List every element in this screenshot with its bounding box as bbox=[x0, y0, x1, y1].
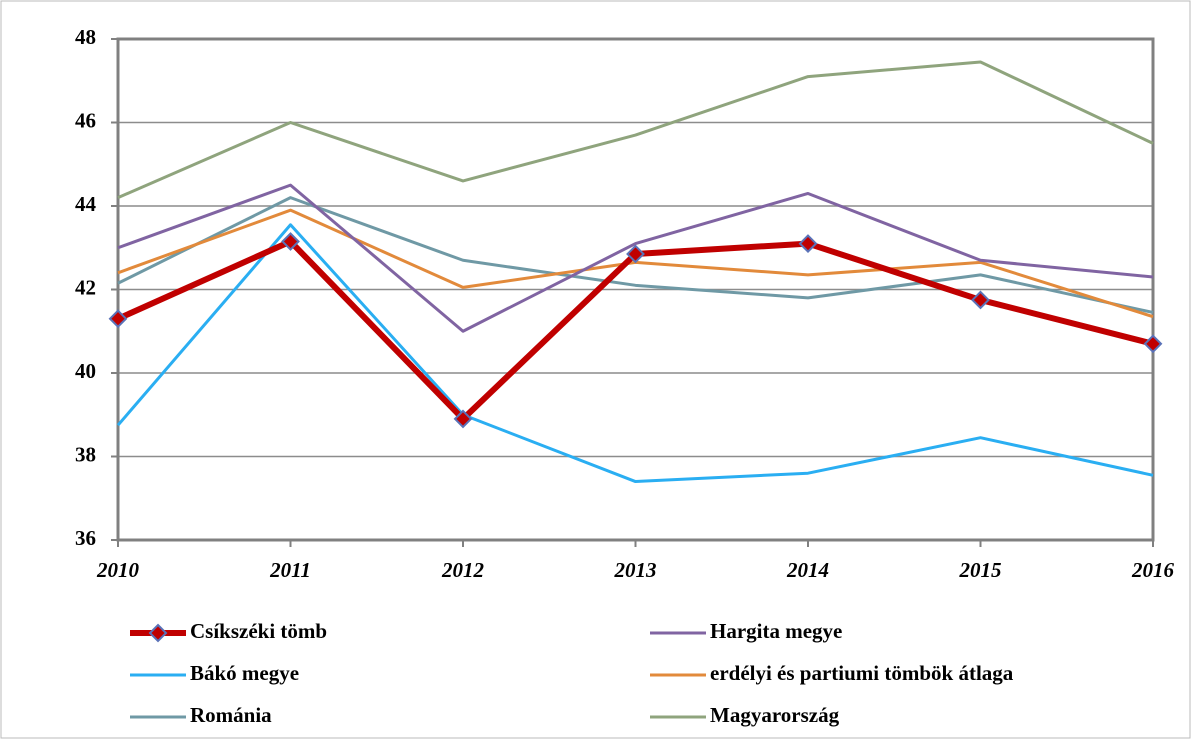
x-tick-label: 2013 bbox=[614, 558, 657, 582]
legend-marker bbox=[148, 623, 168, 643]
y-tick-label: 46 bbox=[75, 108, 96, 132]
y-tick-label: 40 bbox=[75, 359, 96, 383]
x-tick-label: 2012 bbox=[441, 558, 485, 582]
legend-label: Románia bbox=[190, 703, 272, 727]
legend-label: Bákó megye bbox=[190, 661, 299, 685]
x-tick-label: 2010 bbox=[96, 558, 140, 582]
legend-label: Magyarország bbox=[710, 703, 840, 727]
y-tick-label: 48 bbox=[75, 25, 96, 49]
x-tick-label: 2011 bbox=[269, 558, 311, 582]
marker bbox=[108, 309, 128, 329]
y-tick-label: 38 bbox=[75, 442, 96, 466]
y-tick-label: 44 bbox=[75, 192, 97, 216]
series-line bbox=[117, 196, 1154, 314]
marker bbox=[1143, 334, 1163, 354]
series-line bbox=[117, 183, 1154, 333]
x-tick-label: 2016 bbox=[1131, 558, 1175, 582]
marker bbox=[798, 234, 818, 253]
legend-label: erdélyi és partiumi tömbök átlaga bbox=[710, 661, 1014, 685]
legend-label: Hargita megye bbox=[710, 619, 842, 643]
marker bbox=[453, 409, 473, 429]
series-line bbox=[116, 223, 1154, 484]
y-tick-label: 42 bbox=[75, 275, 96, 299]
legend-label: Csíkszéki tömb bbox=[190, 619, 327, 643]
series-line bbox=[117, 60, 1154, 200]
marker bbox=[281, 232, 300, 251]
marker bbox=[626, 244, 645, 264]
marker bbox=[971, 290, 990, 310]
y-tick-label: 36 bbox=[75, 526, 96, 550]
x-tick-label: 2015 bbox=[959, 558, 1002, 582]
x-tick-label: 2014 bbox=[786, 558, 829, 582]
